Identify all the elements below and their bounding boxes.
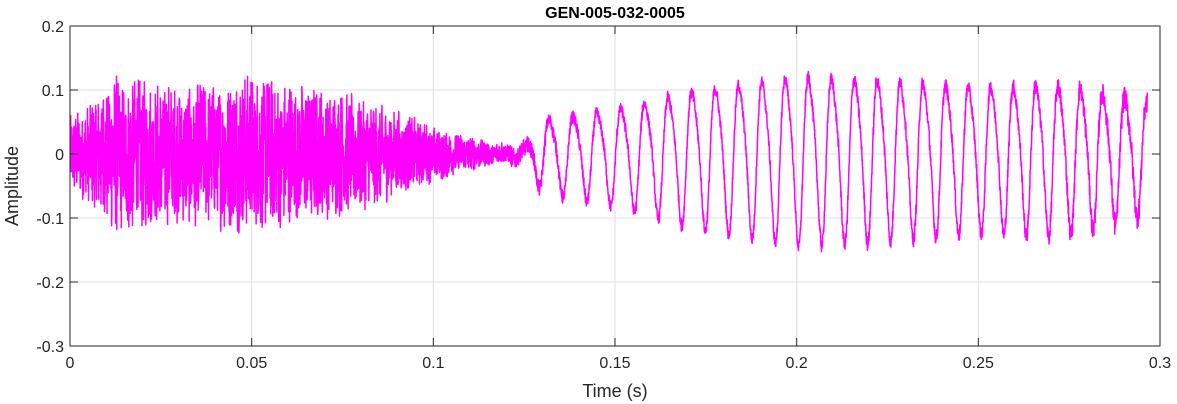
- x-tick-label: 0.15: [599, 355, 630, 372]
- y-tick-label: -0.3: [36, 339, 64, 356]
- x-tick-label: 0.05: [236, 355, 267, 372]
- x-tick-label: 0.2: [786, 355, 808, 372]
- y-tick-label: -0.1: [36, 211, 64, 228]
- y-axis-label: Amplitude: [2, 146, 22, 226]
- chart-title: GEN-005-032-0005: [545, 5, 685, 22]
- y-tick-label: 0: [55, 147, 64, 164]
- y-axis-ticks: -0.3 -0.2 -0.1 0 0.1 0.2: [36, 19, 1160, 356]
- x-axis-ticks: 0 0.05 0.1 0.15 0.2 0.25 0.3: [66, 26, 1171, 372]
- x-tick-label: 0.1: [422, 355, 444, 372]
- plot-area: [70, 70, 1149, 253]
- signal-series-line: [70, 70, 1149, 253]
- y-tick-label: 0.2: [42, 19, 64, 36]
- x-axis-label: Time (s): [582, 381, 647, 401]
- x-tick-label: 0.25: [963, 355, 994, 372]
- y-tick-label: 0.1: [42, 83, 64, 100]
- x-tick-label: 0: [66, 355, 75, 372]
- y-tick-label: -0.2: [36, 275, 64, 292]
- x-tick-label: 0.3: [1149, 355, 1171, 372]
